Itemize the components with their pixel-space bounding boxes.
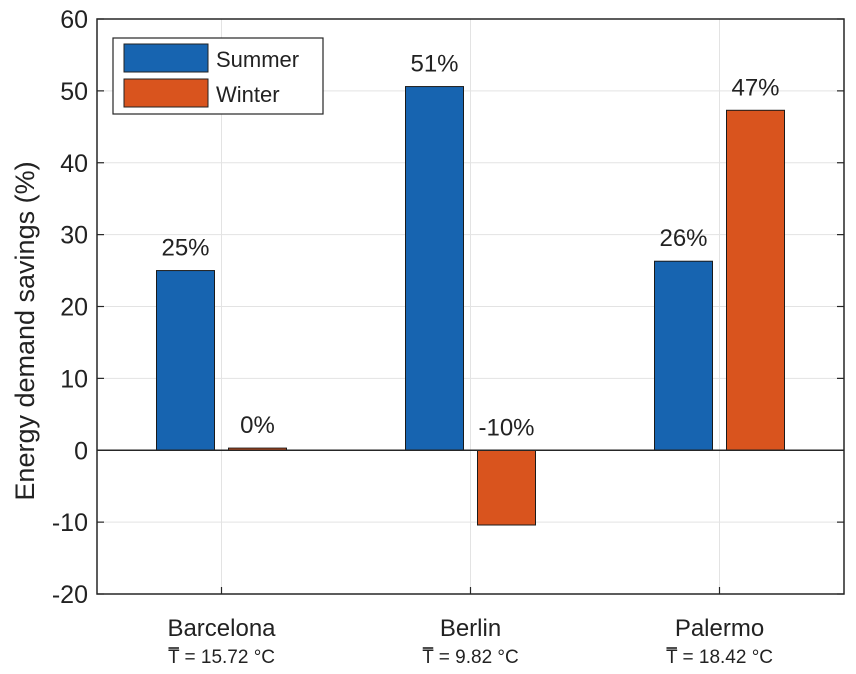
- data-label-palermo-summer: 26%: [659, 225, 707, 252]
- bar-palermo-winter: [726, 109, 785, 451]
- x-tick-sublabel-palermo: T = 18.42 °C: [666, 647, 773, 668]
- y-tick-label-20: 20: [60, 294, 88, 322]
- data-label-barcelona-summer: 25%: [161, 235, 209, 262]
- legend-label-summer: Summer: [216, 47, 299, 72]
- bars: [156, 86, 785, 526]
- legend-swatch-summer: [123, 43, 209, 73]
- y-tick-label-0: 0: [74, 437, 88, 465]
- x-tick-label-palermo: Palermo: [675, 615, 764, 642]
- x-tick-label-barcelona: Barcelona: [167, 615, 276, 642]
- y-ticks: -20 -10 0 10 20 30 40 50 60: [52, 6, 844, 609]
- x-tick-labels: Barcelona T = 15.72 °C Berlin T = 9.82 °C Pa…: [167, 615, 773, 668]
- data-labels: 25% 0% 51% -10% 26% 47%: [161, 51, 779, 442]
- bar-palermo-summer: [654, 260, 713, 451]
- y-tick-label-30: 30: [60, 222, 88, 250]
- x-tick-label-berlin: Berlin: [440, 615, 501, 642]
- data-label-barcelona-winter: 0%: [240, 412, 275, 439]
- y-tick-label-20: -20: [52, 581, 88, 609]
- legend-swatch-winter: [123, 78, 209, 108]
- bar-berlin-winter: [477, 449, 536, 526]
- y-tick-label-40: 40: [60, 150, 88, 178]
- legend-label-winter: Winter: [216, 82, 280, 107]
- bar-berlin-summer: [405, 86, 464, 451]
- y-tick-label-10: -10: [52, 509, 88, 537]
- x-tick-sublabel-barcelona: T = 15.72 °C: [168, 647, 275, 668]
- data-label-berlin-summer: 51%: [410, 51, 458, 78]
- y-tick-label-60: 60: [60, 6, 88, 34]
- y-tick-label-50: 50: [60, 78, 88, 106]
- data-label-palermo-winter: 47%: [731, 74, 779, 101]
- y-axis-label: Energy demand savings (%): [10, 161, 40, 500]
- y-tick-label-10: 10: [60, 365, 88, 393]
- legend: Summer Winter: [112, 37, 324, 115]
- bar-barcelona-summer: [156, 270, 215, 451]
- data-label-berlin-winter: -10%: [478, 414, 534, 441]
- x-tick-sublabel-berlin: T = 9.82 °C: [422, 647, 519, 668]
